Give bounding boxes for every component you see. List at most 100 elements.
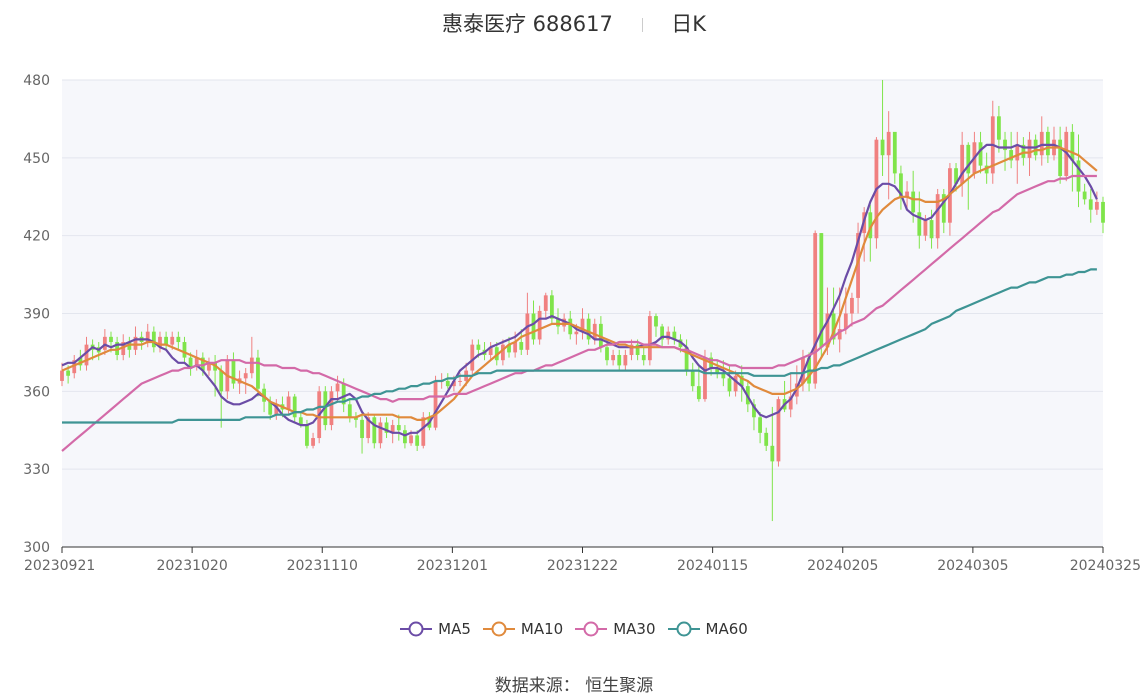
candle-body xyxy=(984,165,989,174)
candle-body xyxy=(660,326,665,340)
candle-body xyxy=(360,419,364,439)
legend-item-ma5[interactable]: MA5 xyxy=(400,620,471,638)
candle-body xyxy=(366,417,371,439)
candle-body xyxy=(256,357,260,389)
candle-body xyxy=(739,375,744,387)
candle-body xyxy=(819,233,824,348)
candle-body xyxy=(72,360,77,374)
legend-item-ma10[interactable]: MA10 xyxy=(482,620,563,638)
candle-body xyxy=(433,380,438,428)
candle-body xyxy=(249,357,254,374)
candle-body xyxy=(727,378,732,392)
candle-body xyxy=(292,396,297,418)
candle-body xyxy=(1015,144,1020,161)
candle-body xyxy=(598,323,603,348)
legend-marker-icon xyxy=(575,621,608,637)
legend-item-ma30[interactable]: MA30 xyxy=(575,620,656,638)
candle-body xyxy=(268,401,273,415)
candle-body xyxy=(384,422,389,433)
candle-body xyxy=(500,344,505,361)
candle-body xyxy=(298,417,303,426)
candle-body xyxy=(170,336,175,345)
candle-body xyxy=(733,375,738,392)
legend-label: MA30 xyxy=(613,620,656,638)
candle-body xyxy=(586,318,591,340)
candle-body xyxy=(1058,139,1063,176)
candle-body xyxy=(525,313,530,350)
candle-body xyxy=(1088,199,1093,210)
candle-body xyxy=(997,116,1001,140)
candle-body xyxy=(605,347,609,361)
candle-body xyxy=(543,295,548,311)
candle-body xyxy=(164,336,168,345)
candle-body xyxy=(935,194,940,239)
data-source: 数据来源： 恒生聚源 xyxy=(0,671,1148,696)
candle-body xyxy=(764,432,769,446)
candle-body xyxy=(390,425,395,433)
candle-body xyxy=(703,357,707,400)
x-tick-label: 20231201 xyxy=(417,558,488,574)
candle-body xyxy=(476,344,481,350)
candle-body xyxy=(341,383,346,405)
legend-label: MA5 xyxy=(438,620,471,638)
candle-body xyxy=(788,396,793,410)
candle-body xyxy=(274,404,279,415)
candle-body xyxy=(623,355,628,366)
y-axis-ticks: 300 330 360 390 420 450 480 xyxy=(23,73,50,556)
series-line-ma10 xyxy=(61,146,1098,421)
candle-body xyxy=(127,342,132,350)
candle-body xyxy=(1045,131,1050,156)
candle-body xyxy=(690,370,695,387)
candle-body xyxy=(954,168,958,184)
candle-body xyxy=(1009,150,1014,161)
candle-body xyxy=(758,417,762,433)
candle-body xyxy=(929,220,934,239)
candle-body xyxy=(941,194,946,223)
candle-body xyxy=(549,295,554,319)
y-tick-label: 390 xyxy=(23,307,50,323)
candle-body xyxy=(537,310,542,340)
candle-body xyxy=(574,331,579,335)
candle-body xyxy=(445,380,450,387)
candle-body xyxy=(133,336,138,350)
candle-body xyxy=(715,367,720,374)
legend-marker-icon xyxy=(482,621,515,637)
candle-body xyxy=(696,386,701,400)
candle-body xyxy=(850,297,854,314)
candle-body xyxy=(892,131,897,174)
y-tick-label: 420 xyxy=(23,229,50,245)
candle-body xyxy=(513,342,518,353)
candle-body xyxy=(335,383,340,392)
candle-body xyxy=(568,318,573,335)
candle-body xyxy=(415,435,420,446)
candle-body xyxy=(666,331,671,340)
candle-body xyxy=(66,370,71,376)
candle-body xyxy=(115,342,120,356)
candle-body xyxy=(188,357,193,368)
candle-body xyxy=(635,344,640,356)
candle-body xyxy=(1101,201,1105,223)
x-tick-label: 20240115 xyxy=(677,558,748,574)
candle-body xyxy=(151,331,156,348)
candle-body xyxy=(923,220,928,236)
candle-body xyxy=(776,399,781,462)
legend-item-ma60[interactable]: MA60 xyxy=(667,620,748,638)
candle-body xyxy=(396,425,401,431)
candle-body xyxy=(200,357,205,371)
candle-body xyxy=(684,347,689,371)
legend-label: MA60 xyxy=(705,620,748,638)
candle-body xyxy=(145,331,150,343)
candle-body xyxy=(641,355,646,361)
candle-body xyxy=(458,380,462,382)
x-tick-label: 20240205 xyxy=(807,558,878,574)
candle-body xyxy=(960,144,965,184)
stock-name: 惠泰医疗 xyxy=(441,12,526,36)
x-tick-label: 20231222 xyxy=(547,558,618,574)
period-label: 日K xyxy=(671,12,706,36)
candle-body xyxy=(243,373,248,379)
candle-body xyxy=(286,396,291,410)
candle-body xyxy=(311,438,315,446)
candle-body xyxy=(672,331,677,340)
candle-body xyxy=(378,422,383,444)
candle-body xyxy=(654,316,658,327)
